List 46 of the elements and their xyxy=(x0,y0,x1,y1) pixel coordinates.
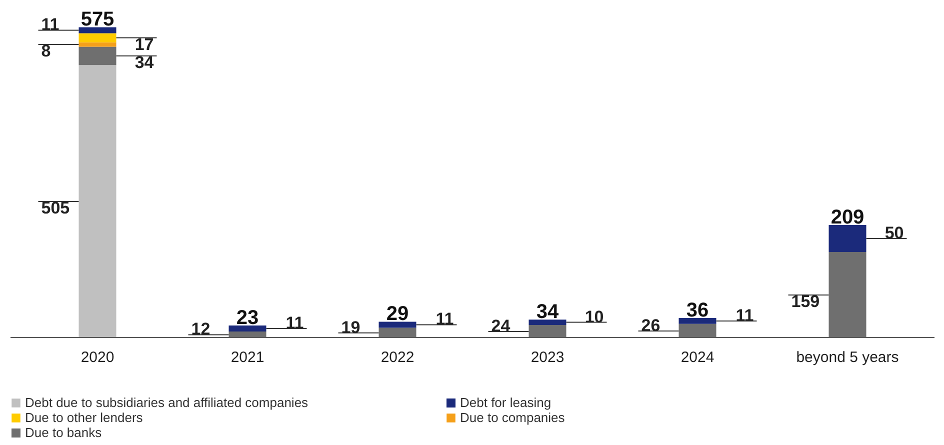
legend-label: Debt due to subsidiaries and affiliated companies xyxy=(25,395,310,410)
bar xyxy=(78,46,116,66)
data-label: 19 xyxy=(341,318,360,337)
data-label: 10 xyxy=(584,307,604,326)
data-label: 12 xyxy=(191,320,210,339)
x-tick-label: 2024 xyxy=(680,348,714,366)
bar xyxy=(528,320,566,325)
data-label: 34 xyxy=(134,52,154,72)
data-label: 26 xyxy=(641,316,660,335)
data-label: 17 xyxy=(134,34,154,54)
x-tick-label: beyond 5 years xyxy=(796,348,899,366)
bar xyxy=(678,324,716,338)
bar xyxy=(828,252,866,338)
bar xyxy=(78,42,116,47)
bar xyxy=(378,322,416,328)
legend-label: Debt for leasing xyxy=(460,395,552,410)
total-label: 36 xyxy=(686,299,709,322)
data-label: 159 xyxy=(791,292,820,312)
bar xyxy=(78,65,116,338)
data-label: 50 xyxy=(884,224,904,243)
data-label: 11 xyxy=(436,310,454,329)
data-label: 505 xyxy=(41,198,70,218)
bar xyxy=(228,326,266,332)
data-label: 11 xyxy=(286,314,304,333)
x-tick-label: 2020 xyxy=(80,348,114,366)
data-label: 24 xyxy=(491,316,511,336)
legend-label: Due to banks xyxy=(25,425,103,440)
data-label: 11 xyxy=(41,15,60,34)
total-label: 209 xyxy=(830,206,864,228)
data-label: 11 xyxy=(736,306,754,325)
total-label: 23 xyxy=(236,306,259,329)
total-label: 575 xyxy=(80,8,114,31)
bar xyxy=(378,328,416,338)
bar xyxy=(528,324,566,338)
legend-label: Due to other lenders xyxy=(25,410,144,425)
x-tick-label: 2021 xyxy=(230,348,264,366)
bar xyxy=(678,318,716,324)
legend-label: Due to companies xyxy=(460,410,566,425)
bar xyxy=(78,27,116,34)
data-label: 8 xyxy=(41,42,51,61)
x-tick-label: 2022 xyxy=(380,348,414,366)
x-tick-label: 2023 xyxy=(530,348,564,366)
total-label: 34 xyxy=(536,301,560,324)
total-label: 29 xyxy=(386,303,409,326)
bar xyxy=(78,33,116,42)
bar xyxy=(828,225,866,252)
